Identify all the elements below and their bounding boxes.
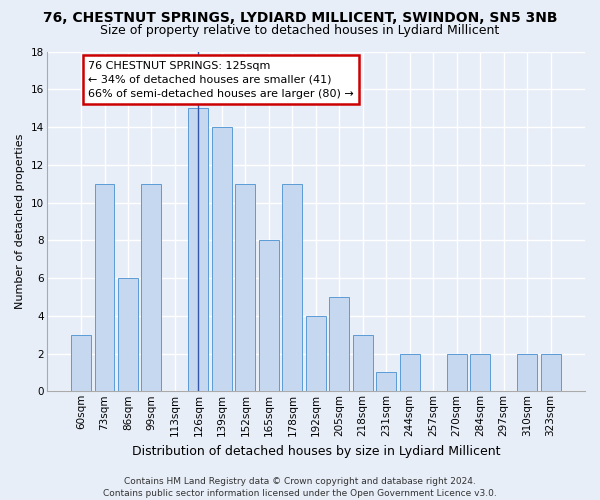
Bar: [283, 184, 302, 392]
Bar: [376, 372, 396, 392]
Bar: [400, 354, 419, 392]
Bar: [541, 354, 560, 392]
Bar: [71, 334, 91, 392]
Text: 76 CHESTNUT SPRINGS: 125sqm
← 34% of detached houses are smaller (41)
66% of sem: 76 CHESTNUT SPRINGS: 125sqm ← 34% of det…: [88, 61, 354, 99]
Y-axis label: Number of detached properties: Number of detached properties: [15, 134, 25, 309]
X-axis label: Distribution of detached houses by size in Lydiard Millicent: Distribution of detached houses by size …: [131, 444, 500, 458]
Bar: [235, 184, 256, 392]
Bar: [470, 354, 490, 392]
Text: Size of property relative to detached houses in Lydiard Millicent: Size of property relative to detached ho…: [100, 24, 500, 37]
Bar: [446, 354, 467, 392]
Bar: [95, 184, 115, 392]
Text: 76, CHESTNUT SPRINGS, LYDIARD MILLICENT, SWINDON, SN5 3NB: 76, CHESTNUT SPRINGS, LYDIARD MILLICENT,…: [43, 11, 557, 25]
Bar: [188, 108, 208, 392]
Bar: [118, 278, 138, 392]
Bar: [212, 127, 232, 392]
Text: Contains HM Land Registry data © Crown copyright and database right 2024.
Contai: Contains HM Land Registry data © Crown c…: [103, 476, 497, 498]
Bar: [142, 184, 161, 392]
Bar: [517, 354, 537, 392]
Bar: [306, 316, 326, 392]
Bar: [259, 240, 279, 392]
Bar: [329, 297, 349, 392]
Bar: [353, 334, 373, 392]
